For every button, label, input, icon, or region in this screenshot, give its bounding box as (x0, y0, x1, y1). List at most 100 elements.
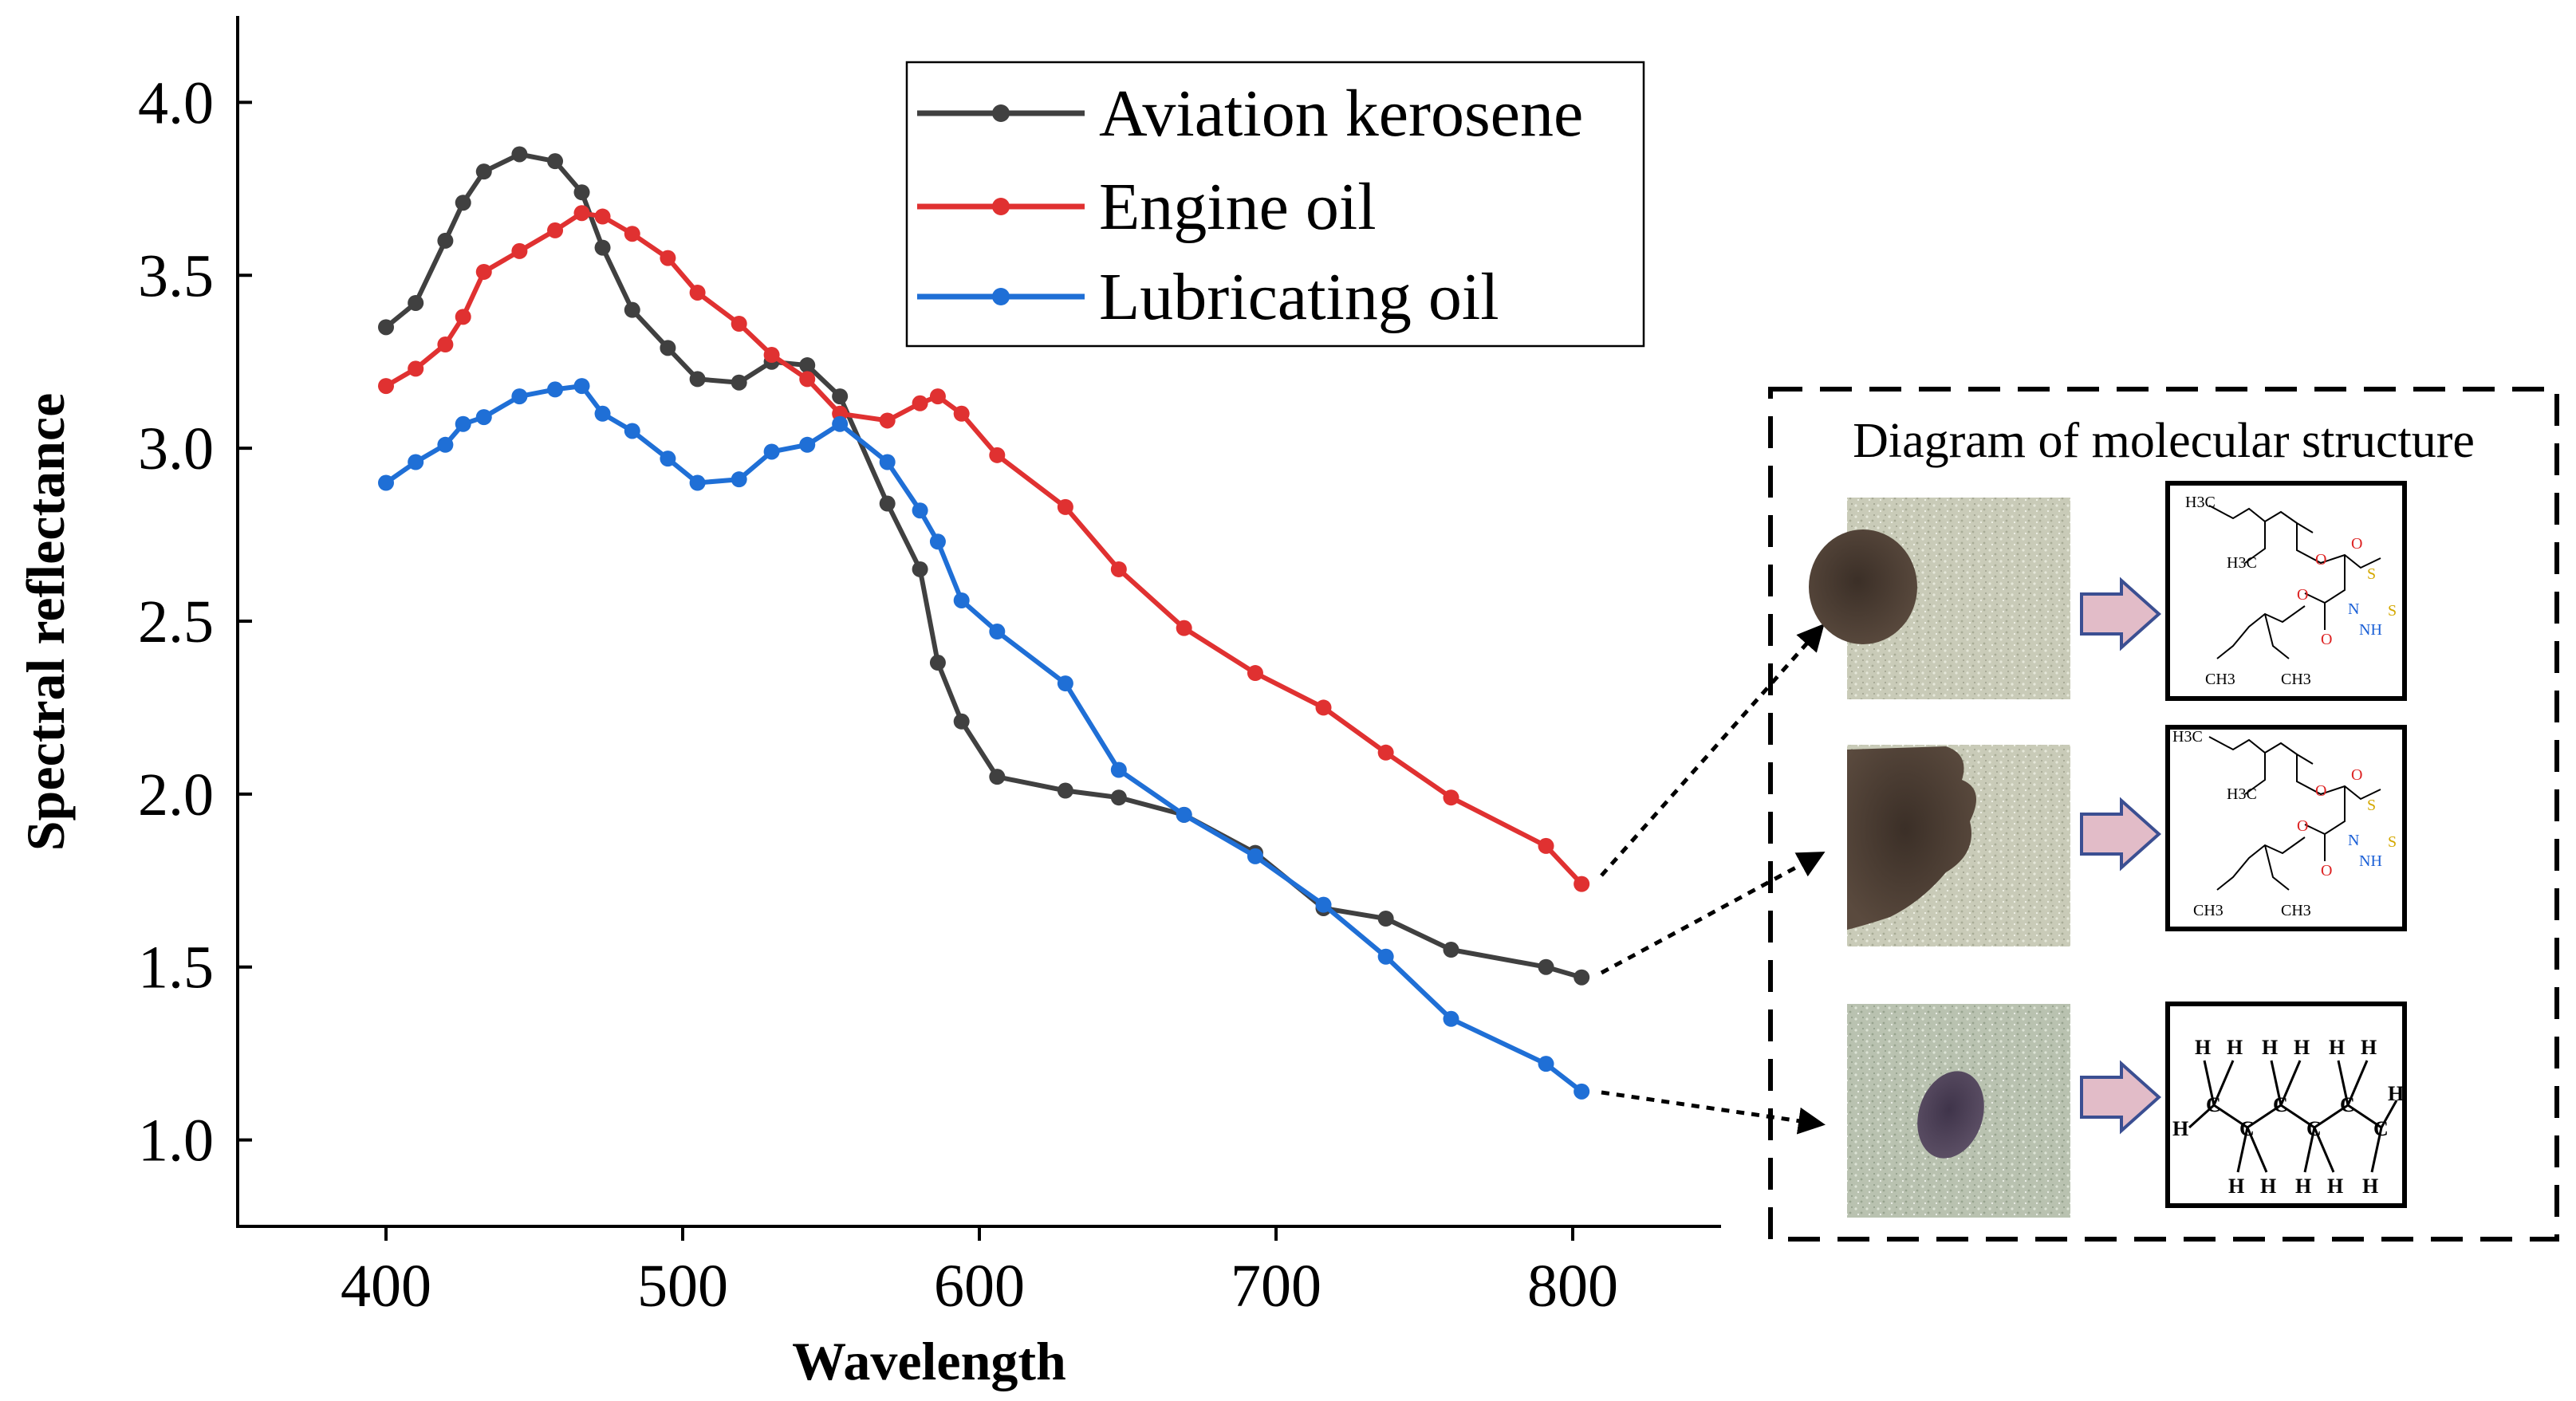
data-point-aviation-kerosene (879, 495, 896, 512)
data-point-engine-oil (731, 316, 747, 333)
data-point-lubricating-oil (378, 474, 394, 491)
x-tick-label: 700 (1231, 1253, 1321, 1320)
molecular-structure-panel: Diagram of molecular structure (1768, 387, 2559, 1242)
series-lubricating-oil (378, 378, 1590, 1100)
mol-label-h3c-1: H3C (2185, 494, 2216, 511)
mol-label-h-bot-2: H (2260, 1175, 2276, 1198)
mol-label-s-3: S (2367, 797, 2376, 814)
legend: Aviation kerosene Engine oil Lubricating… (905, 61, 1645, 348)
legend-entry-aviation-kerosene: Aviation kerosene (917, 77, 1583, 151)
panel-frame (1768, 387, 2559, 1242)
data-point-lubricating-oil (912, 502, 928, 519)
data-point-engine-oil (763, 347, 780, 364)
data-point-engine-oil (989, 447, 1006, 463)
data-point-engine-oil (912, 395, 928, 411)
data-point-engine-oil (1176, 620, 1192, 636)
mol-label-ch3-1: CH3 (2205, 671, 2235, 688)
molecule-structure-aviation-kerosene: H3C H3C O O O O S S N NH CH3 CH3 (2165, 725, 2407, 931)
mol-label-o-7: O (2297, 817, 2308, 835)
data-point-lubricating-oil (953, 592, 970, 608)
data-point-aviation-kerosene (455, 195, 471, 211)
data-point-engine-oil (1574, 876, 1590, 892)
y-tick-label: 2.0 (138, 761, 214, 828)
mol-label-h-left: H (2172, 1117, 2188, 1140)
data-point-aviation-kerosene (1057, 782, 1073, 799)
data-point-lubricating-oil (1377, 948, 1394, 965)
x-ticks: 400 500 600 700 800 (341, 1226, 1618, 1320)
data-point-lubricating-oil (511, 388, 528, 405)
x-tick-label: 500 (637, 1253, 728, 1320)
legend-marker-engine-oil (992, 198, 1010, 215)
data-point-engine-oil (1377, 744, 1394, 761)
legend-marker-lubricating-oil (992, 288, 1010, 305)
mol-label-h-bot-3: H (2295, 1175, 2311, 1198)
mol-label-h-bot-1: H (2228, 1175, 2244, 1198)
y-tick-label: 2.5 (138, 588, 214, 655)
mol-label-o-1: O (2315, 551, 2326, 569)
data-point-lubricating-oil (1315, 896, 1332, 913)
x-axis-title: Wavelength (792, 1331, 1066, 1391)
y-tick-label: 3.5 (138, 242, 214, 309)
mol-label-h-top-1: H (2195, 1036, 2211, 1059)
legend-marker-aviation-kerosene (992, 104, 1010, 122)
mol-label-ch3-4: CH3 (2281, 902, 2311, 919)
x-tick-label: 800 (1527, 1253, 1618, 1320)
data-point-aviation-kerosene (573, 184, 590, 201)
connector-arrows (1600, 624, 1826, 1135)
data-point-aviation-kerosene (437, 232, 454, 249)
data-point-engine-oil (1315, 699, 1332, 716)
data-point-lubricating-oil (624, 423, 640, 439)
data-point-lubricating-oil (573, 378, 590, 395)
y-tick-label: 4.0 (138, 69, 214, 136)
mol-label-h-top-2: H (2227, 1036, 2243, 1059)
mol-label-h3c-2: H3C (2227, 554, 2257, 572)
data-point-lubricating-oil (1176, 806, 1192, 823)
data-point-aviation-kerosene (1110, 789, 1127, 806)
mol-label-o-4: O (2321, 631, 2332, 648)
mol-label-c-6: C (2373, 1117, 2389, 1140)
data-point-lubricating-oil (1574, 1083, 1590, 1100)
data-point-aviation-kerosene (731, 374, 747, 391)
block-arrow-row-2 (2080, 797, 2162, 872)
data-point-engine-oil (1443, 789, 1459, 806)
legend-entry-lubricating-oil: Lubricating oil (917, 260, 1499, 334)
data-point-lubricating-oil (660, 451, 676, 467)
data-point-engine-oil (408, 360, 424, 377)
block-arrow-row-3 (2080, 1060, 2162, 1135)
data-point-engine-oil (879, 412, 896, 429)
y-ticks: 1.0 1.5 2.0 2.5 3.0 3.5 4.0 (138, 69, 252, 1175)
mol-label-c-5: C (2340, 1093, 2355, 1116)
data-point-lubricating-oil (989, 624, 1006, 640)
legend-label-aviation-kerosene: Aviation kerosene (1099, 77, 1583, 151)
connector-arrow-engine-oil (1600, 624, 1825, 877)
data-point-aviation-kerosene (912, 561, 928, 577)
data-point-aviation-kerosene (799, 357, 816, 374)
series-line-lubricating-oil (384, 384, 1584, 1094)
mol-label-h3c-3: H3C (2172, 728, 2203, 746)
mol-label-h-top-3: H (2262, 1036, 2278, 1059)
data-point-lubricating-oil (832, 415, 849, 432)
mol-label-nh-2: NH (2359, 852, 2382, 870)
data-point-aviation-kerosene (408, 294, 424, 311)
mol-label-s-1: S (2367, 565, 2376, 583)
data-point-lubricating-oil (731, 471, 747, 488)
mol-label-h-top-4: H (2294, 1036, 2310, 1059)
block-arrow-row-1 (2080, 577, 2162, 651)
data-point-engine-oil (1057, 498, 1073, 515)
data-point-aviation-kerosene (511, 146, 528, 163)
data-point-aviation-kerosene (929, 655, 946, 671)
oil-photo-aviation-kerosene (1847, 745, 2070, 946)
series-layer (378, 146, 1590, 1100)
data-point-lubricating-oil (437, 436, 454, 453)
connector-arrow-aviation-kerosene (1600, 851, 1826, 975)
mol-label-c-1: C (2206, 1093, 2221, 1116)
data-point-engine-oil (799, 371, 816, 388)
molecule-structure-engine-oil: H3C H3C O O O O S S N NH CH3 CH3 (2165, 481, 2407, 701)
mol-label-o-5: O (2315, 782, 2326, 800)
data-point-engine-oil (547, 222, 564, 238)
x-tick-label: 400 (341, 1253, 431, 1320)
y-axis-title: Spectral reflectance (15, 393, 76, 852)
data-point-aviation-kerosene (660, 340, 676, 356)
data-point-lubricating-oil (594, 405, 611, 422)
